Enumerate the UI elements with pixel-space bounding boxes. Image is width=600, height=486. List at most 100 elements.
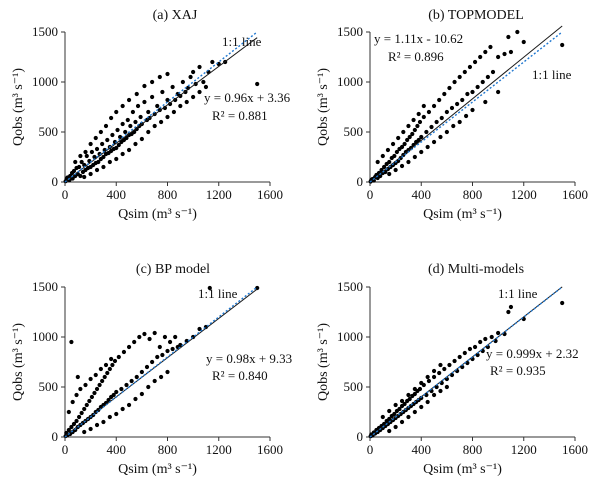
fit-line: [369, 25, 563, 183]
x-axis-label: Qsim (m³ s⁻¹): [118, 462, 197, 477]
data-point: [98, 129, 103, 135]
data-point: [146, 129, 151, 135]
data-point: [480, 79, 485, 85]
data-point: [508, 304, 514, 310]
data-point: [426, 109, 432, 115]
data-point: [421, 103, 426, 109]
data-point: [102, 374, 107, 380]
x-tick-label: 800: [463, 442, 483, 457]
data-point: [158, 374, 164, 380]
data-point: [107, 414, 112, 420]
data-point: [496, 54, 501, 60]
panel-1: (a) XAJ 0 400 800 1200 1600 0 500 1000 1500 Qsim (…: [11, 8, 291, 222]
data-point: [66, 427, 71, 433]
data-point: [157, 74, 162, 80]
data-point: [114, 156, 119, 162]
data-point: [496, 330, 501, 336]
data-point: [412, 386, 417, 392]
x-tick-label: 1600: [257, 442, 283, 457]
data-point: [197, 326, 202, 332]
data-point: [114, 411, 119, 417]
data-point: [451, 123, 456, 129]
data-point: [126, 97, 132, 103]
data-point: [129, 378, 134, 384]
x-axis-label: Qsim (m³ s⁻¹): [423, 462, 502, 477]
data-point: [431, 368, 437, 374]
data-point: [135, 103, 141, 109]
data-point: [197, 89, 202, 95]
data-point: [431, 374, 437, 380]
data-point: [116, 142, 121, 148]
y-axis-label: Qobs (m³ s⁻¹): [316, 323, 331, 401]
data-point: [255, 81, 260, 87]
data-point: [255, 285, 260, 291]
data-point: [158, 119, 164, 125]
data-point: [502, 51, 507, 57]
y-tick-label: 1000: [337, 329, 363, 344]
one-to-one-label: 1:1 line: [532, 67, 572, 82]
data-point: [178, 342, 183, 348]
one-to-one-line: [64, 286, 258, 438]
data-point: [488, 44, 493, 50]
data-point: [150, 359, 155, 365]
data-point: [71, 421, 77, 427]
data-point: [76, 164, 82, 170]
r-squared-label: R² = 0.840: [212, 368, 268, 383]
data-point: [106, 397, 111, 403]
data-point: [381, 164, 387, 170]
data-point: [133, 396, 138, 402]
data-point: [399, 163, 405, 169]
one-to-one-label: 1:1 line: [498, 286, 538, 301]
data-point: [521, 39, 526, 45]
y-tick-label: 1000: [32, 74, 58, 89]
data-point: [84, 153, 89, 159]
data-point: [84, 402, 89, 408]
data-point: [109, 115, 114, 121]
data-point: [103, 123, 109, 129]
data-point: [399, 144, 405, 150]
data-point: [92, 390, 97, 396]
y-tick-label: 1000: [337, 74, 363, 89]
data-point: [73, 159, 78, 165]
data-point: [170, 84, 175, 90]
data-point: [188, 74, 193, 80]
data-point: [160, 89, 165, 95]
data-point: [105, 370, 110, 376]
data-point: [128, 123, 133, 129]
data-point: [139, 136, 144, 142]
data-point: [402, 401, 407, 407]
y-tick-label: 500: [344, 379, 364, 394]
data-point: [470, 107, 475, 113]
data-point: [79, 410, 84, 416]
r-squared-label: R² = 0.881: [212, 108, 268, 123]
data-point: [88, 426, 93, 432]
data-point: [101, 419, 106, 425]
data-point: [146, 384, 151, 390]
data-point: [116, 354, 121, 360]
x-tick-label: 1200: [511, 442, 537, 457]
data-point: [444, 109, 449, 115]
data-point: [134, 126, 139, 132]
data-point: [75, 374, 80, 380]
data-point: [144, 364, 150, 370]
data-point: [472, 59, 478, 65]
data-point: [425, 144, 430, 150]
data-point: [447, 362, 452, 368]
data-point: [496, 89, 501, 95]
data-point: [79, 159, 84, 165]
data-point: [78, 173, 83, 179]
y-tick-label: 1500: [337, 24, 363, 39]
data-point: [207, 285, 212, 291]
data-point: [173, 334, 178, 340]
regression-equation: y = 1.11x - 10.62: [374, 31, 463, 46]
x-tick-label: 1600: [562, 187, 588, 202]
data-point: [160, 352, 165, 358]
data-point: [470, 89, 475, 95]
data-point: [98, 366, 103, 372]
one-to-one-line: [369, 31, 563, 183]
data-point: [392, 153, 397, 159]
panel-title: (c) BP model: [136, 262, 210, 277]
data-point: [201, 79, 206, 85]
data-point: [139, 391, 144, 397]
data-point: [490, 69, 496, 75]
